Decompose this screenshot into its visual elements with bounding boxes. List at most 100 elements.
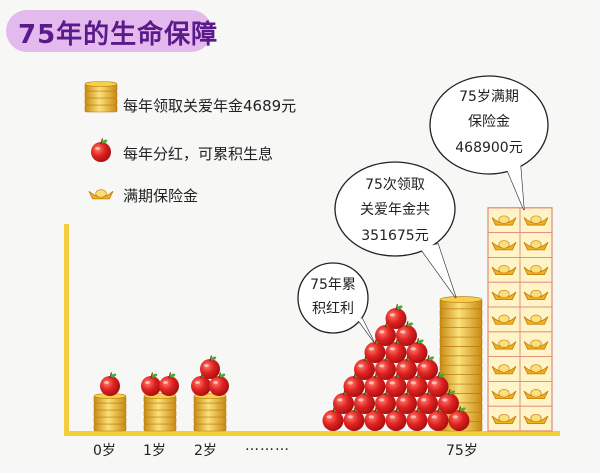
ingot-dome (498, 413, 510, 423)
apple-body (333, 393, 354, 414)
coin-layer (193, 416, 227, 425)
apple-highlight (347, 415, 353, 419)
apple-body (354, 359, 375, 380)
ingot (523, 314, 549, 325)
apple-stem (395, 304, 399, 311)
apple-body (427, 410, 449, 431)
apple-leaf (438, 373, 445, 378)
apple-body (438, 393, 459, 414)
coin-layer (439, 364, 483, 375)
apple-leaf (110, 373, 117, 378)
apple-stem (168, 372, 172, 379)
apple-body (209, 376, 229, 396)
apple-highlight (358, 364, 364, 368)
apple-leaf (459, 407, 466, 412)
apple-body (364, 410, 386, 431)
apple-body (396, 325, 417, 346)
ingot-dome (498, 364, 510, 373)
coin-layer (193, 409, 227, 418)
apple-body (354, 393, 375, 414)
ingot-dome (530, 339, 542, 348)
coin-layer (439, 327, 483, 338)
coin-layer (439, 355, 483, 366)
apple (448, 406, 470, 431)
ingot-dome (498, 215, 510, 224)
apple-body (385, 410, 407, 431)
coin-stack-0 (93, 393, 127, 432)
x-axis-ellipsis: ……… (245, 438, 290, 454)
apple-stem (458, 406, 462, 413)
apple-body (322, 410, 344, 431)
apple-highlight (400, 330, 406, 334)
apple-highlight (326, 415, 332, 419)
legend-red-apple-icon (91, 138, 111, 162)
callout-text-line: 积红利 (312, 301, 354, 317)
apple-highlight (410, 381, 416, 385)
apple-highlight (389, 347, 395, 351)
apple-body (343, 376, 365, 397)
apple-group-1 (141, 372, 179, 396)
ingot (491, 364, 517, 375)
apple-stem (437, 372, 441, 379)
apple-highlight (452, 415, 458, 419)
apple-highlight (368, 381, 374, 385)
apple-body (375, 359, 396, 380)
apple (406, 406, 428, 431)
x-tick-label-1: 1岁 (143, 443, 166, 459)
ingot (523, 215, 549, 226)
ingot-dome (530, 265, 542, 274)
y-axis-line (64, 224, 69, 436)
apple (438, 389, 459, 414)
apple-body (385, 376, 407, 397)
ingot-dome (95, 189, 107, 198)
apple-body (364, 376, 386, 397)
title-pill (6, 10, 212, 52)
coin-stack-1 (143, 393, 177, 432)
apple-body (91, 142, 111, 162)
apple (396, 321, 417, 346)
ingot (491, 265, 517, 276)
ingot-cell (519, 207, 553, 234)
apple-highlight (379, 364, 385, 368)
apple-highlight (421, 364, 427, 368)
apple-highlight (379, 330, 385, 334)
coin-layer (193, 423, 227, 432)
apple-body (406, 376, 428, 397)
apple-highlight (104, 381, 109, 384)
ingot (491, 339, 517, 350)
callout-text-line: 468900元 (455, 140, 522, 156)
apple-leaf (417, 339, 424, 344)
apple-body (343, 410, 365, 431)
ingot (491, 389, 517, 400)
x-tick-label-2: 2岁 (194, 443, 217, 459)
ingot-dome (498, 314, 510, 323)
apple (159, 372, 179, 396)
ingot-dome (530, 389, 542, 398)
ingot-dome (530, 240, 542, 249)
x-tick-label-3: 75岁 (446, 443, 478, 459)
apple-body (100, 376, 120, 396)
coin-layer (84, 104, 118, 113)
ingot-dome (530, 364, 542, 373)
apple-body (406, 342, 428, 363)
apple-leaf (169, 373, 176, 378)
apple-body (375, 393, 396, 414)
apple-highlight (379, 398, 385, 402)
ingot-dome (530, 289, 542, 299)
apple-body (385, 342, 407, 363)
apple-highlight (368, 415, 374, 419)
apple-body (191, 376, 211, 396)
legend-gold-coin-stack-icon (84, 81, 118, 113)
apple-stem (405, 321, 409, 328)
callout-ellipse (334, 161, 456, 257)
apple-leaf (428, 356, 435, 361)
callout-text-line: 关爱年金共 (360, 202, 430, 218)
apple-leaf (396, 305, 403, 310)
ingot-dome (498, 389, 510, 398)
apple-highlight (213, 381, 218, 384)
x-axis-line (64, 431, 560, 436)
callout-text-line: 351675元 (361, 228, 428, 244)
callout-tail-fill (358, 318, 374, 342)
